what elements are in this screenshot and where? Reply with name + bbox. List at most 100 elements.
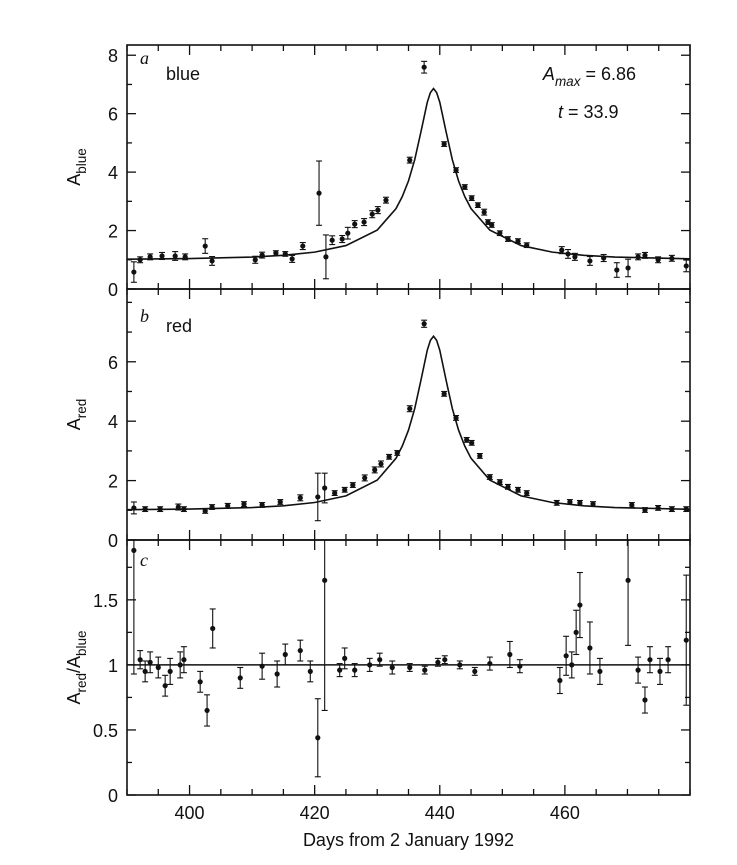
data-point <box>147 254 153 260</box>
data-point <box>407 406 413 412</box>
data-point <box>642 697 648 703</box>
data-point <box>297 495 303 501</box>
annotation-part: max <box>555 74 582 89</box>
data-point <box>155 664 161 671</box>
data-point <box>629 502 635 508</box>
y-axis-label-part: A <box>64 418 84 430</box>
data-point <box>577 500 583 506</box>
data-point <box>167 668 173 675</box>
panel-label: red <box>166 316 192 336</box>
data-point <box>323 254 329 260</box>
annotation-part: A <box>542 64 555 84</box>
data-point <box>342 487 348 493</box>
data-point <box>307 668 313 675</box>
data-point <box>383 197 389 203</box>
data-point <box>625 265 631 271</box>
data-point <box>162 683 168 689</box>
data-point <box>487 474 493 480</box>
annotation-part: = 33.9 <box>563 102 619 122</box>
data-point <box>386 454 392 460</box>
x-tick-label: 400 <box>175 803 205 823</box>
data-point <box>377 657 383 663</box>
data-point <box>241 501 247 507</box>
data-point <box>342 655 348 661</box>
data-point <box>524 242 530 248</box>
data-point <box>485 219 491 225</box>
data-point <box>563 653 569 659</box>
data-point <box>259 663 265 669</box>
data-point <box>587 258 593 264</box>
data-point <box>322 577 328 583</box>
data-point <box>175 504 181 510</box>
y-axis-label: Ablue <box>64 148 89 186</box>
data-point <box>524 490 530 496</box>
x-axis-label: Days from 2 January 1992 <box>303 830 514 850</box>
data-point <box>315 494 321 500</box>
data-point <box>197 679 203 685</box>
data-point <box>421 321 427 327</box>
data-point <box>131 269 137 275</box>
data-point <box>573 629 579 635</box>
data-point <box>642 252 648 258</box>
data-point <box>352 667 358 673</box>
x-tick-label: 440 <box>425 803 455 823</box>
data-point <box>225 503 231 509</box>
data-point <box>332 490 338 496</box>
data-point <box>378 461 384 467</box>
y-tick-label: 2 <box>108 472 118 492</box>
data-point <box>297 647 303 654</box>
data-point <box>142 668 148 675</box>
data-point <box>172 253 178 259</box>
data-point <box>559 247 565 253</box>
fit-curve <box>126 87 691 261</box>
data-point <box>665 657 671 663</box>
data-point <box>369 211 375 217</box>
data-point <box>464 437 470 443</box>
panel-frame <box>126 288 691 541</box>
data-point <box>362 475 368 481</box>
data-point <box>204 707 210 714</box>
data-point <box>505 236 511 242</box>
data-point <box>683 263 689 269</box>
data-point <box>469 440 475 446</box>
annotation: t = 33.9 <box>558 102 619 122</box>
data-point <box>394 450 400 456</box>
data-point <box>361 219 367 225</box>
data-point <box>435 659 441 665</box>
data-point <box>477 453 483 459</box>
data-point <box>345 230 351 236</box>
data-point <box>647 657 653 663</box>
data-point <box>567 499 573 505</box>
panel-letter: c <box>140 550 148 570</box>
data-point <box>517 663 523 669</box>
y-axis-label-part: A <box>64 174 84 186</box>
panel-letter: b <box>140 306 149 326</box>
data-point <box>329 237 335 243</box>
data-point <box>337 667 343 673</box>
data-point <box>389 664 395 671</box>
data-point <box>683 506 689 512</box>
data-point <box>507 651 513 658</box>
data-point <box>625 577 631 583</box>
data-point <box>273 250 279 256</box>
y-axis-label: Ared <box>64 399 89 431</box>
y-tick-label: 8 <box>108 46 118 66</box>
data-point <box>683 637 689 643</box>
data-point <box>481 209 487 215</box>
y-axis-label-part: A <box>64 693 84 705</box>
y-axis-label-part: red <box>74 399 89 419</box>
data-point <box>669 255 675 261</box>
y-tick-label: 0 <box>108 786 118 806</box>
data-point <box>497 230 503 236</box>
data-point <box>315 735 321 741</box>
data-point <box>557 677 563 684</box>
data-point <box>350 482 356 488</box>
data-point <box>565 251 571 257</box>
data-point <box>259 502 265 508</box>
data-point <box>601 255 607 261</box>
data-point <box>655 257 661 263</box>
data-point <box>657 668 663 675</box>
data-point <box>237 675 243 681</box>
data-point <box>137 657 143 663</box>
data-point <box>282 251 288 257</box>
